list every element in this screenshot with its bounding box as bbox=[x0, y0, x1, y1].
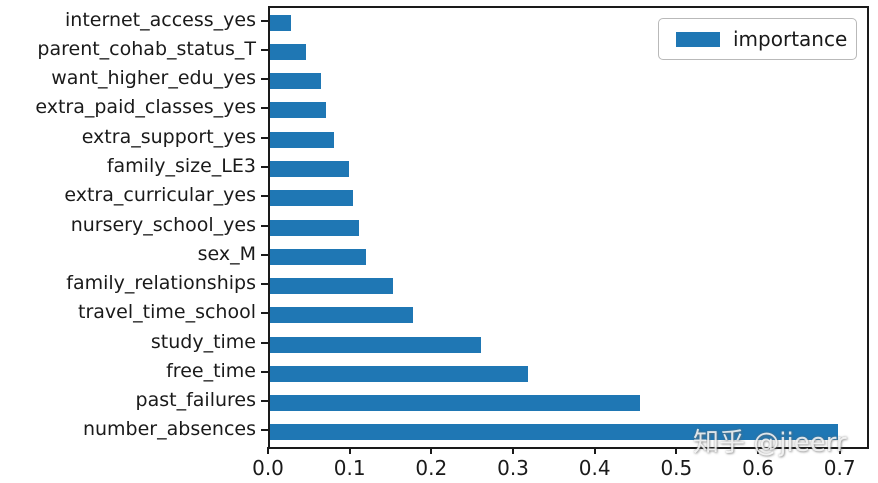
x-tick-label: 0.0 bbox=[252, 456, 284, 480]
bar-internet_access_yes bbox=[270, 14, 292, 31]
x-tick bbox=[593, 447, 596, 454]
bar-extra_support_yes bbox=[270, 131, 334, 148]
y-tick bbox=[261, 253, 268, 256]
y-tick bbox=[261, 312, 268, 315]
y-tick bbox=[261, 283, 268, 286]
x-tick-label: 0.1 bbox=[333, 456, 366, 480]
x-tick-label: 0.3 bbox=[497, 456, 529, 480]
y-tick bbox=[261, 370, 268, 373]
y-tick-label: want_higher_edu_yes bbox=[51, 67, 256, 90]
y-tick-label: nursery_school_yes bbox=[70, 213, 256, 236]
bar-family_size_LE3 bbox=[270, 160, 350, 177]
bar-family_relationships bbox=[270, 278, 393, 295]
bar-number_absences bbox=[270, 424, 839, 441]
x-tick bbox=[512, 447, 514, 454]
bar-extra_curricular_yes bbox=[270, 190, 354, 207]
y-tick-label: travel_time_school bbox=[78, 301, 256, 324]
y-tick-label: extra_curricular_yes bbox=[64, 184, 256, 207]
bar-want_higher_edu_yes bbox=[270, 73, 321, 90]
x-tick-label: 0.5 bbox=[660, 456, 693, 480]
y-tick bbox=[261, 429, 268, 432]
y-tick bbox=[261, 224, 268, 227]
x-tick-label: 0.6 bbox=[742, 456, 774, 480]
y-tick-label: parent_cohab_status_T bbox=[37, 37, 256, 60]
plot-area: importance bbox=[268, 6, 869, 449]
y-tick-label: family_size_LE3 bbox=[106, 154, 256, 177]
y-tick-label: sex_M bbox=[197, 242, 256, 265]
y-tick-label: number_absences bbox=[82, 418, 256, 441]
y-tick bbox=[261, 78, 268, 81]
y-tick bbox=[261, 48, 268, 51]
legend-swatch bbox=[676, 31, 720, 47]
bar-past_failures bbox=[270, 395, 640, 412]
x-tick-label: 0.4 bbox=[578, 456, 611, 480]
legend: importance bbox=[658, 18, 857, 60]
bar-nursery_school_yes bbox=[270, 219, 359, 236]
x-tick bbox=[675, 447, 678, 454]
y-tick bbox=[261, 107, 268, 110]
bar-extra_paid_classes_yes bbox=[270, 102, 327, 119]
bar-free_time bbox=[270, 365, 529, 382]
y-tick bbox=[261, 400, 268, 403]
y-tick-label: internet_access_yes bbox=[65, 8, 256, 31]
x-tick bbox=[267, 447, 269, 454]
y-tick-label: free_time bbox=[166, 359, 256, 382]
y-tick bbox=[261, 341, 268, 344]
bar-travel_time_school bbox=[270, 307, 413, 324]
y-tick-label: study_time bbox=[150, 330, 256, 353]
y-tick-label: family_relationships bbox=[66, 272, 256, 295]
y-tick-label: extra_support_yes bbox=[81, 125, 256, 148]
y-tick bbox=[261, 19, 268, 22]
y-tick bbox=[261, 165, 268, 168]
x-tick-label: 0.7 bbox=[823, 456, 856, 480]
legend-label: importance bbox=[733, 27, 848, 51]
bar-sex_M bbox=[270, 248, 366, 265]
y-tick bbox=[261, 195, 268, 198]
y-tick bbox=[261, 136, 268, 139]
x-tick-label: 0.2 bbox=[415, 456, 448, 480]
x-tick bbox=[757, 447, 759, 454]
y-tick-label: extra_paid_classes_yes bbox=[35, 96, 256, 119]
x-tick bbox=[430, 447, 433, 454]
bar-parent_cohab_status_T bbox=[270, 43, 306, 60]
x-tick bbox=[838, 447, 841, 454]
x-tick bbox=[348, 447, 351, 454]
y-tick-label: past_failures bbox=[135, 389, 256, 412]
bar-study_time bbox=[270, 336, 481, 353]
